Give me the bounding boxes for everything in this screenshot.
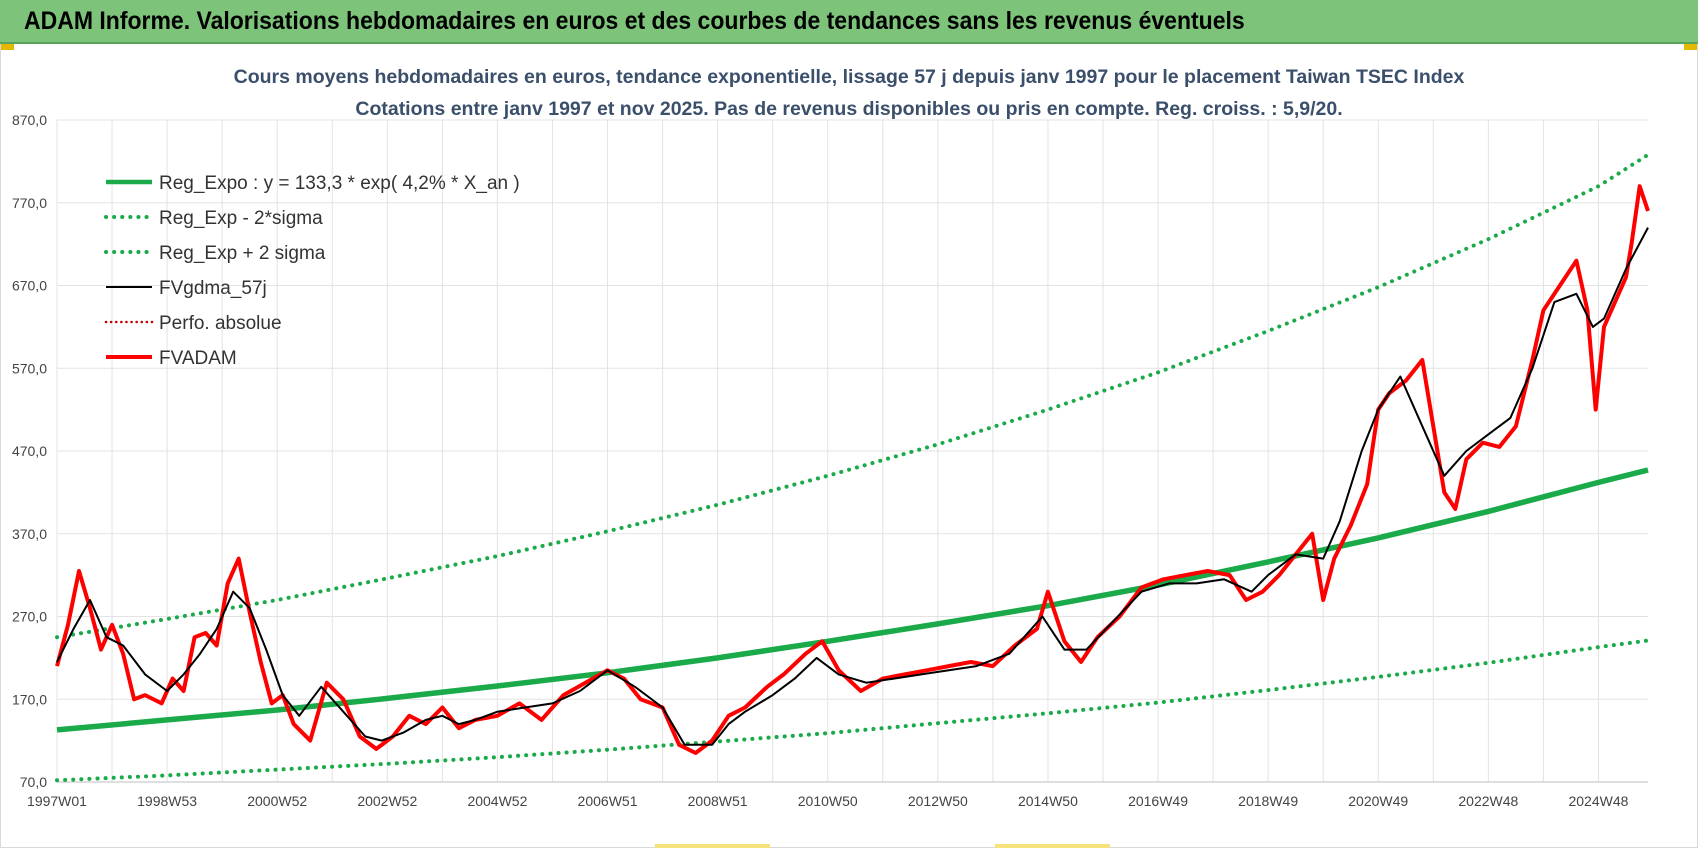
x-tick-label: 2004W52 — [467, 793, 527, 809]
y-tick-label: 270,0 — [12, 609, 47, 625]
x-tick-label: 2020W49 — [1348, 793, 1408, 809]
grid — [56, 119, 1648, 783]
x-tick-label: 2006W51 — [578, 793, 638, 809]
y-tick-label: 470,0 — [12, 443, 47, 459]
x-tick-label: 2000W52 — [247, 793, 307, 809]
y-tick-label: 70,0 — [20, 774, 47, 790]
bottom-strip-left — [655, 844, 770, 848]
chart-title: Cours moyens hebdomadaires en euros, ten… — [234, 66, 1465, 88]
x-tick-label: 2002W52 — [357, 793, 417, 809]
x-tick-label: 2014W50 — [1018, 793, 1078, 809]
y-tick-label: 770,0 — [12, 195, 47, 211]
bottom-strip-right — [995, 844, 1110, 848]
x-tick-label: 2012W50 — [908, 793, 968, 809]
x-tick-label: 2022W48 — [1458, 793, 1518, 809]
fvgdma-57j-line — [56, 227, 1649, 746]
y-tick-label: 370,0 — [12, 526, 47, 542]
series-layer — [55, 152, 1650, 783]
x-axis-ticks: 1997W01 1998W53 2000W52 2002W52 2004W52 2006W… — [27, 793, 1629, 809]
fvadam-line — [55, 184, 1650, 755]
reg-expo-line — [56, 467, 1649, 733]
y-tick-label: 170,0 — [12, 691, 47, 707]
legend-label: Reg_Exp + 2 sigma — [159, 243, 326, 264]
y-axis-ticks: 870,0 770,0 670,0 570,0 470,0 370,0 270,0 170,0… — [12, 112, 47, 790]
chart-subtitle: Cotations entre janv 1997 et nov 2025. P… — [355, 98, 1342, 120]
y-tick-label: 670,0 — [12, 278, 47, 294]
report-title: ADAM Informe. Valorisations hebdomadaire… — [24, 7, 1245, 35]
x-tick-label: 1998W53 — [137, 793, 197, 809]
legend-label: Reg_Expo : y = 133,3 * exp( 4,2% * X_an … — [159, 173, 520, 194]
legend: Reg_Expo : y = 133,3 * exp( 4,2% * X_an … — [104, 173, 520, 369]
legend-label: FVADAM — [159, 348, 237, 369]
legend-label: FVgdma_57j — [159, 278, 267, 299]
x-tick-label: 2016W49 — [1128, 793, 1188, 809]
x-tick-label: 1997W01 — [27, 793, 87, 809]
y-tick-label: 570,0 — [12, 360, 47, 376]
x-tick-label: 2008W51 — [688, 793, 748, 809]
report-banner: ADAM Informe. Valorisations hebdomadaire… — [0, 0, 1698, 44]
legend-label: Reg_Exp - 2*sigma — [159, 208, 323, 229]
corner-mark-left — [0, 44, 14, 50]
corner-mark-right — [1684, 44, 1698, 50]
x-tick-label: 2010W50 — [798, 793, 858, 809]
x-tick-label: 2018W49 — [1238, 793, 1298, 809]
legend-label: Perfo. absolue — [159, 313, 282, 334]
reg-exp-minus-2sigma-line — [55, 638, 1650, 783]
line-chart: Cours moyens hebdomadaires en euros, ten… — [12, 66, 1650, 809]
y-tick-label: 870,0 — [12, 112, 47, 128]
x-tick-label: 2024W48 — [1568, 793, 1628, 809]
